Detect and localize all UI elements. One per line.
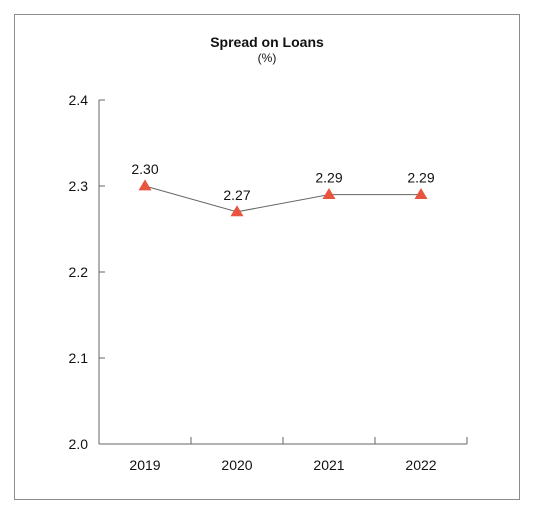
data-label: 2.27 <box>223 187 250 203</box>
data-point-marker <box>322 188 336 199</box>
y-tick-label: 2.2 <box>69 264 89 280</box>
data-point-marker <box>414 188 428 199</box>
x-tick-label: 2019 <box>129 457 160 473</box>
data-point-marker <box>138 179 152 191</box>
series-line <box>144 185 421 213</box>
data-label: 2.29 <box>315 170 342 186</box>
data-label: 2.29 <box>407 170 434 186</box>
x-tick-label: 2021 <box>313 457 344 473</box>
y-tick-label: 2.0 <box>69 436 89 452</box>
data-point-marker <box>230 205 244 217</box>
x-tick-label: 2020 <box>221 457 252 473</box>
data-label: 2.30 <box>131 161 158 177</box>
y-tick-label: 2.1 <box>69 350 89 366</box>
chart-frame <box>14 14 520 500</box>
y-tick-label: 2.3 <box>69 178 89 194</box>
y-tick-label: 2.4 <box>69 92 89 108</box>
chart-subtitle: (%) <box>257 51 277 65</box>
x-tick-label: 2022 <box>405 457 436 473</box>
chart-title: Spread on Loans <box>210 34 324 50</box>
